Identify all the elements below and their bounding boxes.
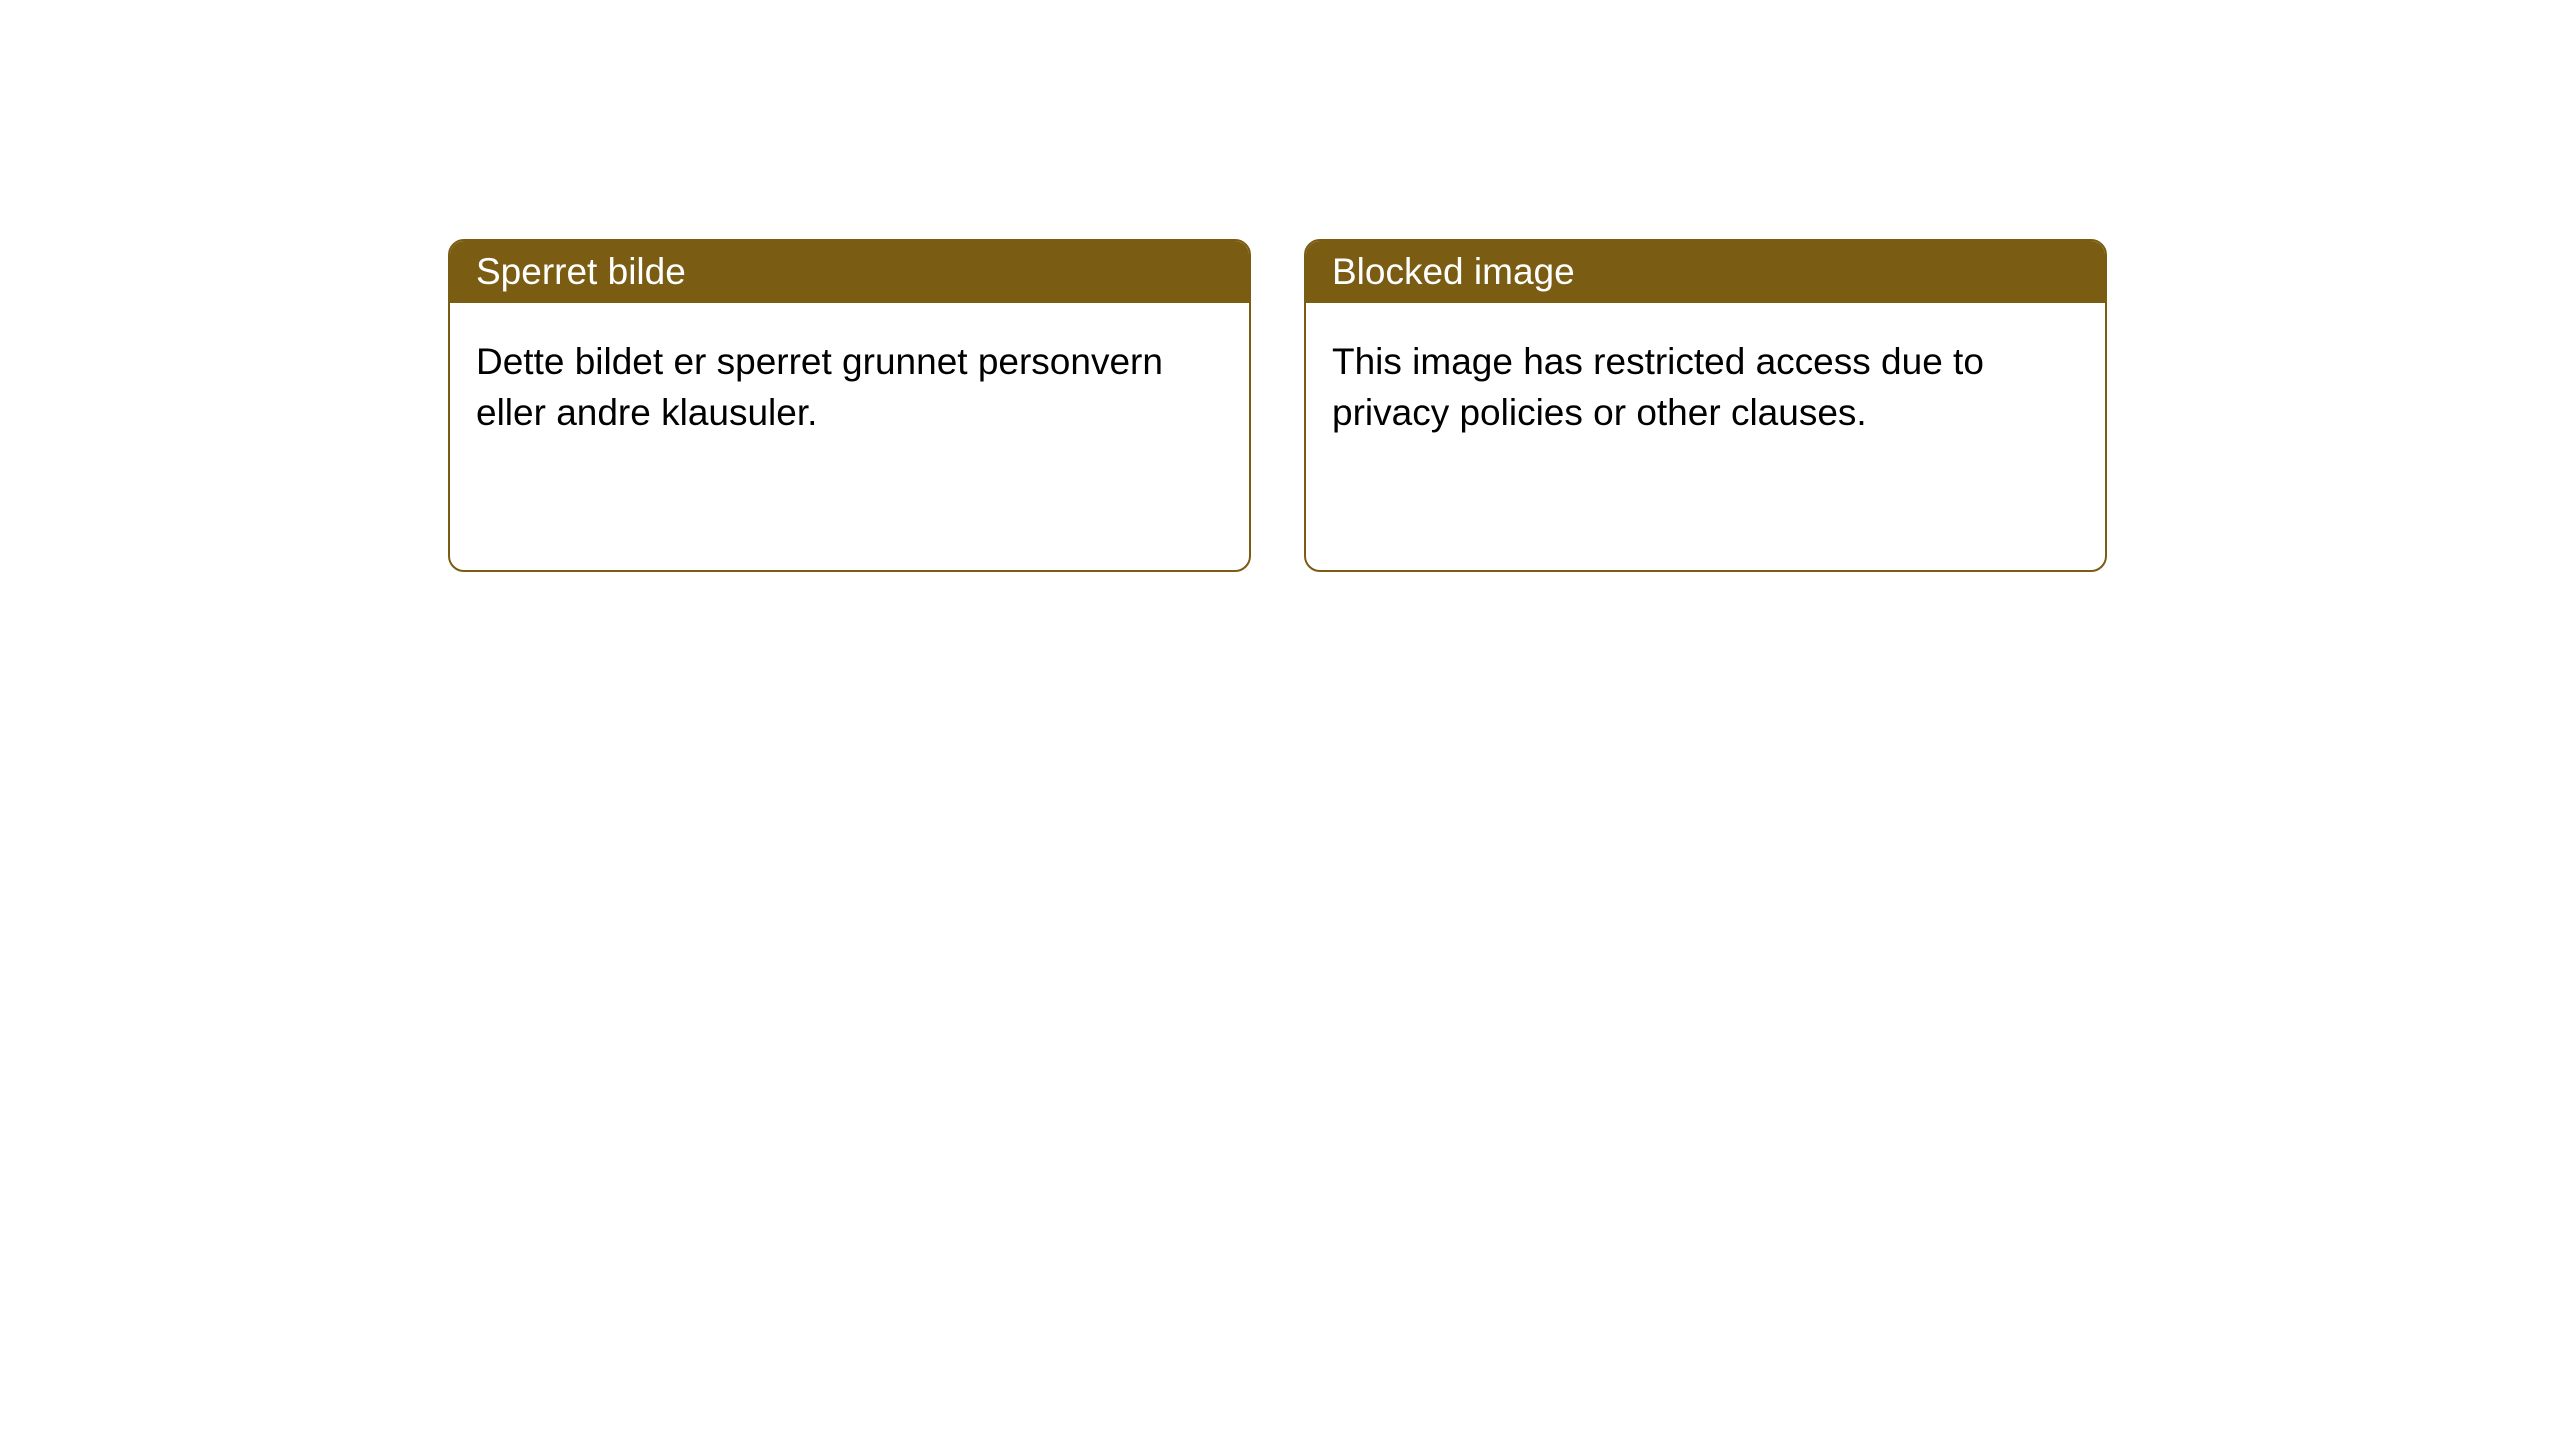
notice-card-english: Blocked image This image has restricted … [1304, 239, 2107, 572]
card-header: Blocked image [1306, 241, 2105, 303]
notice-card-norwegian: Sperret bilde Dette bildet er sperret gr… [448, 239, 1251, 572]
card-message: Dette bildet er sperret grunnet personve… [476, 341, 1163, 433]
card-body: Dette bildet er sperret grunnet personve… [450, 303, 1249, 472]
notice-cards-container: Sperret bilde Dette bildet er sperret gr… [448, 239, 2107, 572]
card-title: Sperret bilde [476, 251, 686, 292]
card-message: This image has restricted access due to … [1332, 341, 1984, 433]
card-body: This image has restricted access due to … [1306, 303, 2105, 472]
card-header: Sperret bilde [450, 241, 1249, 303]
card-title: Blocked image [1332, 251, 1575, 292]
